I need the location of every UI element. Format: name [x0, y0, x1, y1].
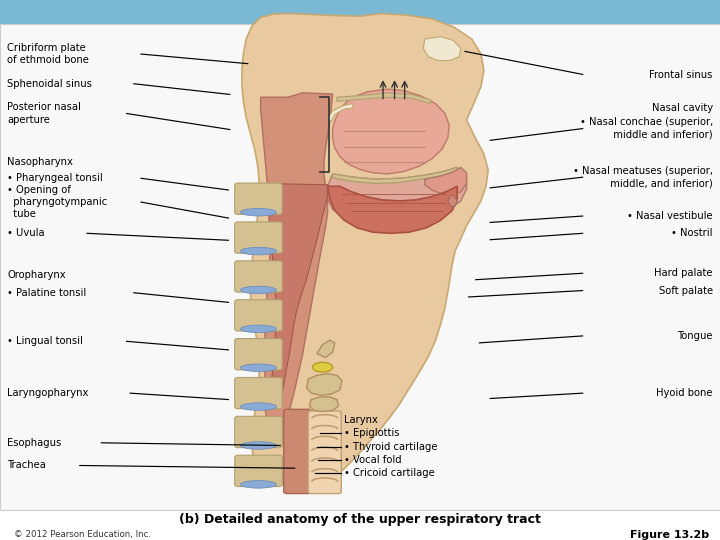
- Text: Nasopharynx: Nasopharynx: [7, 157, 73, 167]
- Text: • Uvula: • Uvula: [7, 228, 45, 238]
- Ellipse shape: [240, 325, 276, 333]
- FancyBboxPatch shape: [308, 411, 341, 494]
- FancyBboxPatch shape: [284, 409, 311, 494]
- Polygon shape: [333, 167, 457, 184]
- Polygon shape: [266, 184, 328, 404]
- Text: Cribriform plate
of ethmoid bone: Cribriform plate of ethmoid bone: [7, 43, 89, 65]
- FancyBboxPatch shape: [235, 261, 282, 292]
- Text: • Cricoid cartilage: • Cricoid cartilage: [344, 468, 435, 478]
- Text: • Thyroid cartilage: • Thyroid cartilage: [344, 442, 438, 452]
- Polygon shape: [423, 37, 461, 60]
- Text: • Epiglottis: • Epiglottis: [344, 428, 400, 438]
- Text: • Palatine tonsil: • Palatine tonsil: [7, 288, 86, 298]
- Ellipse shape: [240, 403, 276, 410]
- FancyBboxPatch shape: [235, 455, 282, 487]
- Polygon shape: [261, 93, 333, 424]
- FancyBboxPatch shape: [235, 339, 282, 370]
- Text: • Pharyngeal tonsil: • Pharyngeal tonsil: [7, 173, 103, 183]
- Polygon shape: [328, 104, 353, 122]
- Text: Trachea: Trachea: [7, 461, 46, 470]
- Text: • Vocal fold: • Vocal fold: [344, 455, 402, 465]
- Text: Hard palate: Hard palate: [654, 268, 713, 278]
- FancyBboxPatch shape: [235, 416, 282, 448]
- Ellipse shape: [240, 364, 276, 372]
- Text: Esophagus: Esophagus: [7, 438, 61, 448]
- Text: • Opening of
  pharyngotympanic
  tube: • Opening of pharyngotympanic tube: [7, 185, 107, 219]
- Polygon shape: [333, 89, 449, 174]
- Polygon shape: [448, 195, 457, 206]
- Text: (b) Detailed anatomy of the upper respiratory tract: (b) Detailed anatomy of the upper respir…: [179, 513, 541, 526]
- Polygon shape: [328, 186, 457, 233]
- Polygon shape: [242, 14, 488, 487]
- Ellipse shape: [240, 442, 276, 449]
- Text: Nasal cavity: Nasal cavity: [652, 103, 713, 113]
- Ellipse shape: [240, 481, 276, 488]
- Text: • Lingual tonsil: • Lingual tonsil: [7, 336, 83, 346]
- Text: Laryngopharynx: Laryngopharynx: [7, 388, 89, 398]
- Text: © 2012 Pearson Education, Inc.: © 2012 Pearson Education, Inc.: [14, 530, 151, 539]
- FancyBboxPatch shape: [235, 377, 282, 409]
- Polygon shape: [337, 93, 431, 104]
- Text: • Nasal vestibule: • Nasal vestibule: [627, 211, 713, 221]
- FancyBboxPatch shape: [235, 183, 282, 214]
- Polygon shape: [317, 340, 335, 357]
- Ellipse shape: [240, 247, 276, 255]
- Text: Oropharynx: Oropharynx: [7, 271, 66, 280]
- Ellipse shape: [240, 208, 276, 216]
- Polygon shape: [425, 167, 467, 195]
- Polygon shape: [310, 397, 338, 411]
- Text: Posterior nasal
aperture: Posterior nasal aperture: [7, 102, 81, 125]
- Text: Figure 13.2b: Figure 13.2b: [630, 530, 709, 539]
- Text: Tongue: Tongue: [678, 331, 713, 341]
- Ellipse shape: [240, 286, 276, 294]
- Ellipse shape: [312, 362, 333, 372]
- Text: • Nasal conchae (superior,
  middle and inferior): • Nasal conchae (superior, middle and in…: [580, 117, 713, 140]
- Polygon shape: [307, 374, 342, 395]
- Text: Sphenoidal sinus: Sphenoidal sinus: [7, 79, 92, 89]
- Text: Soft palate: Soft palate: [659, 286, 713, 295]
- Bar: [0, 0, 720, 24]
- Text: • Nostril: • Nostril: [671, 228, 713, 238]
- Text: Larynx: Larynx: [344, 415, 378, 425]
- Polygon shape: [328, 167, 467, 222]
- FancyBboxPatch shape: [235, 300, 282, 331]
- Text: Frontal sinus: Frontal sinus: [649, 70, 713, 79]
- FancyBboxPatch shape: [235, 222, 282, 253]
- Text: Hyoid bone: Hyoid bone: [657, 388, 713, 398]
- Text: • Nasal meatuses (superior,
  middle, and inferior): • Nasal meatuses (superior, middle, and …: [573, 166, 713, 188]
